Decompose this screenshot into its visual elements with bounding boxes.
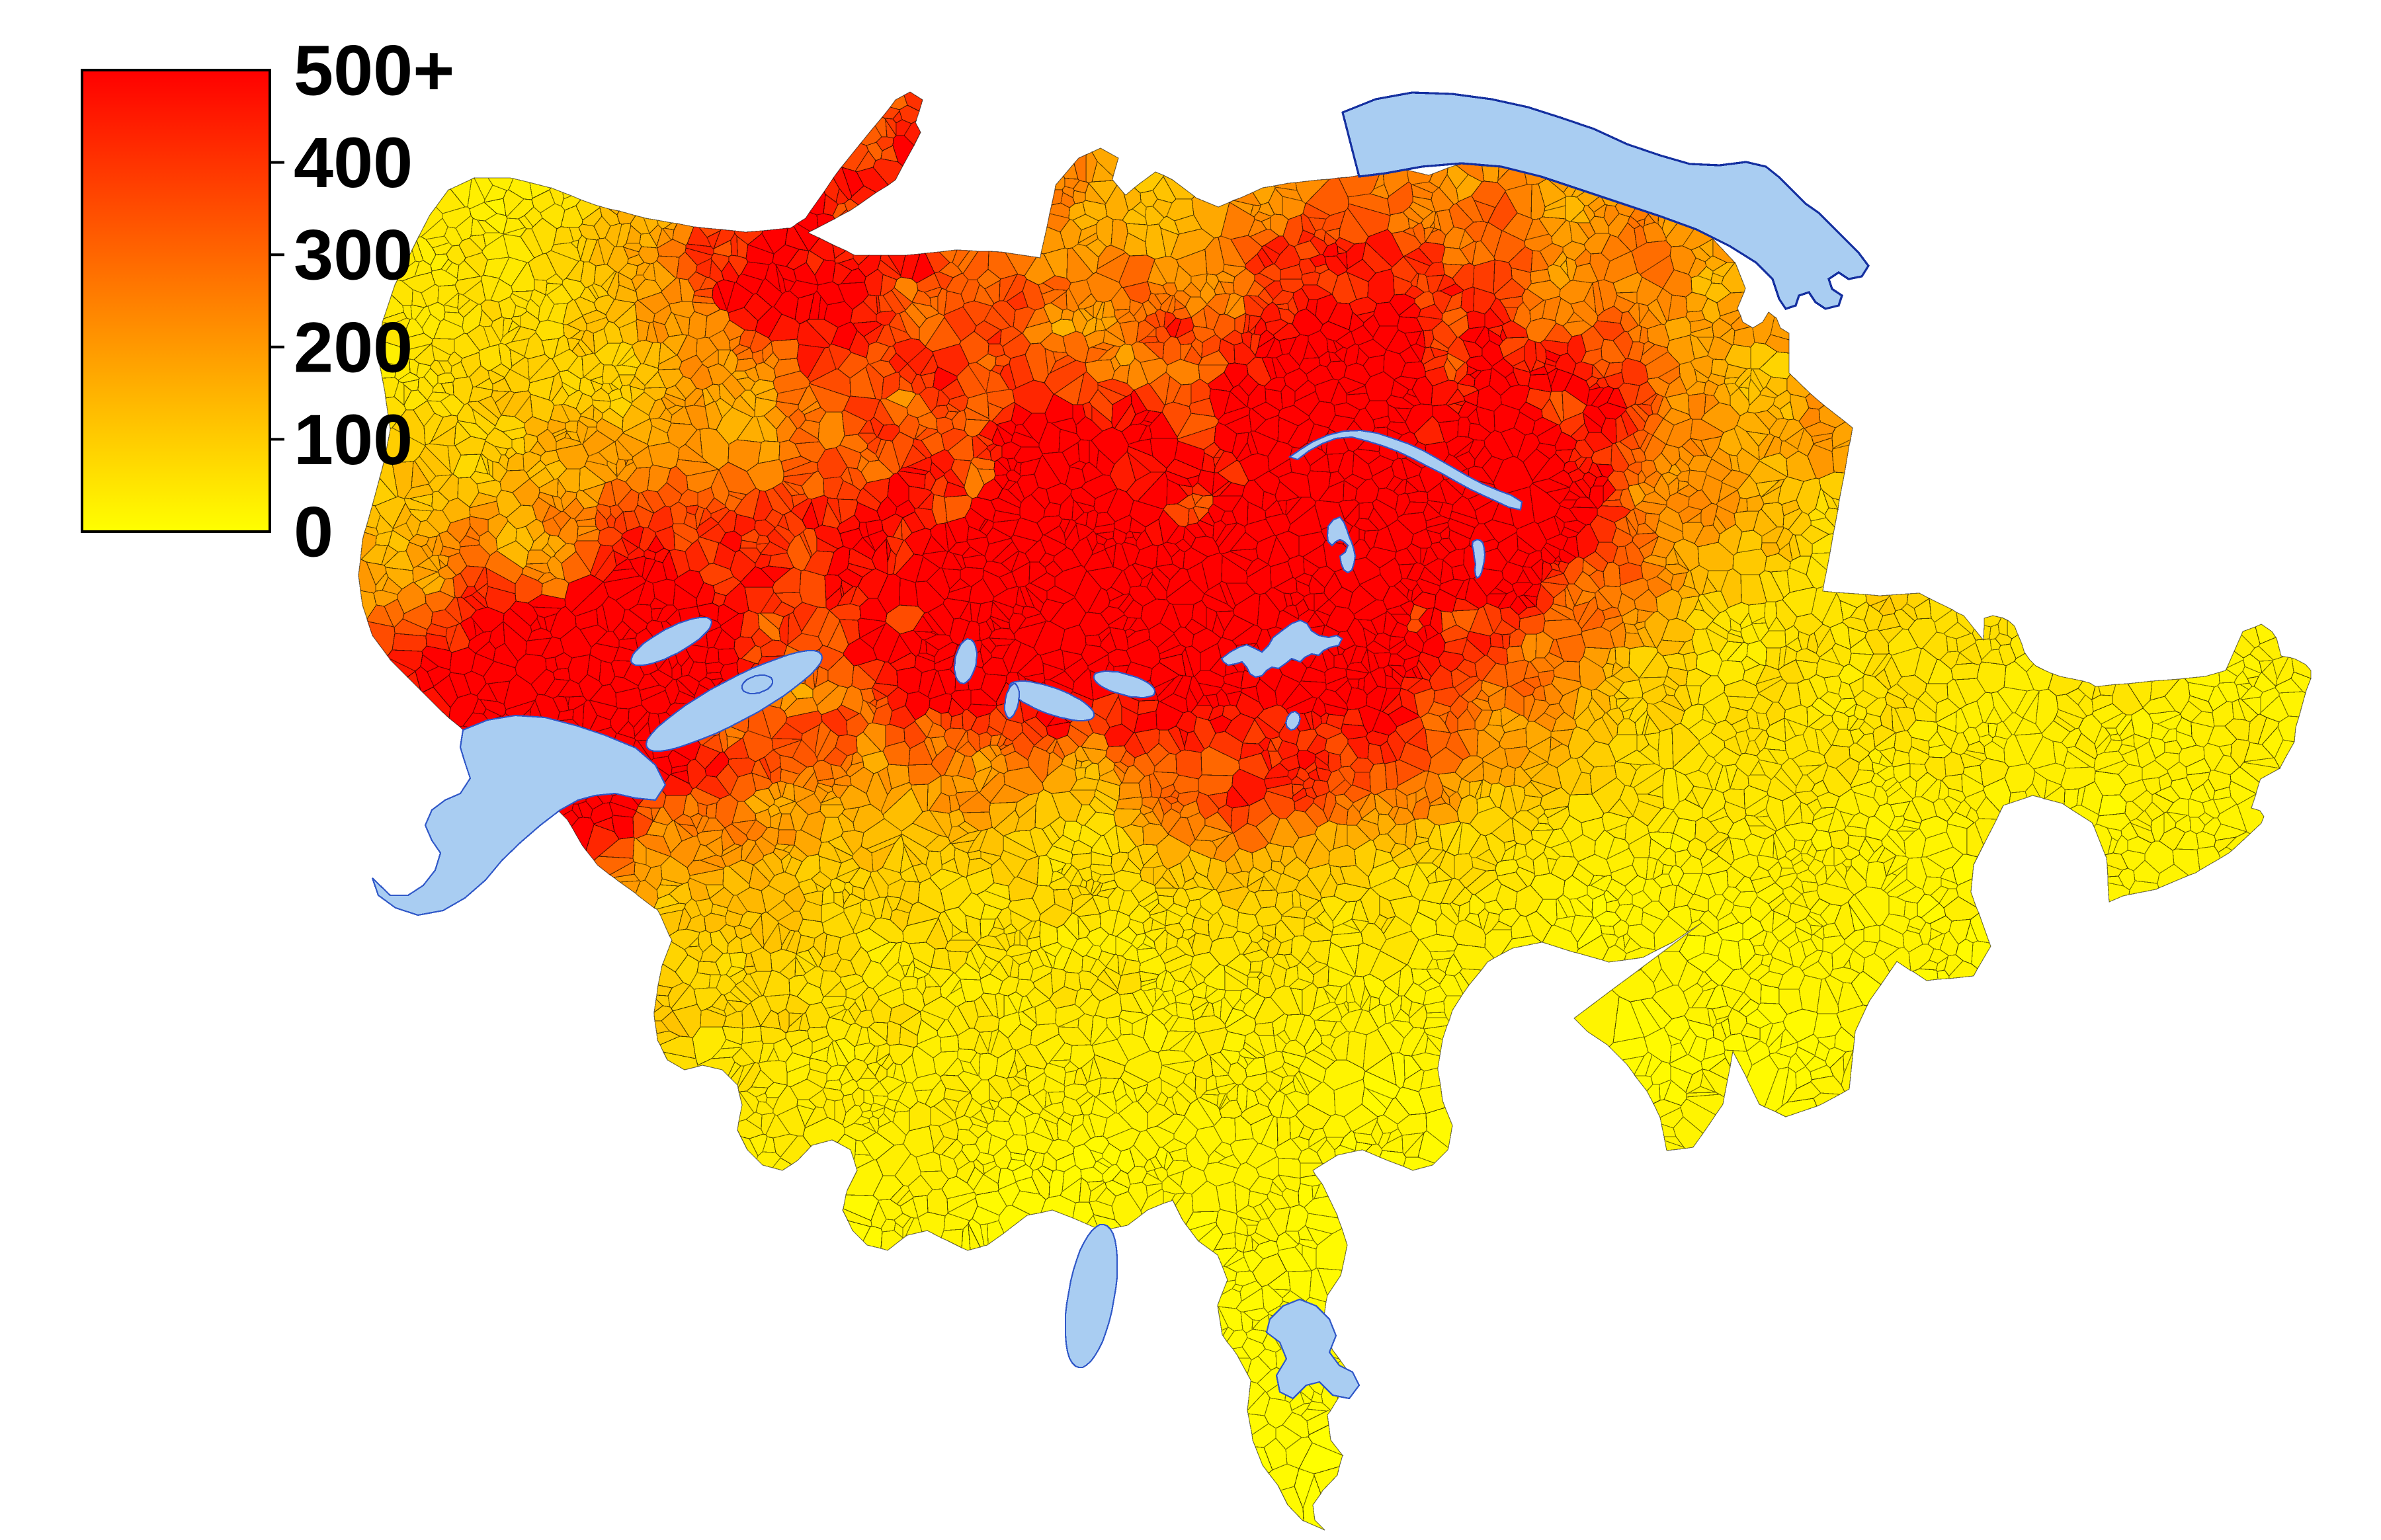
svg-text:500+: 500+ <box>294 30 454 110</box>
svg-text:0: 0 <box>294 492 333 572</box>
svg-text:100: 100 <box>294 399 413 479</box>
svg-text:300: 300 <box>294 215 413 295</box>
svg-text:400: 400 <box>294 122 413 202</box>
svg-text:200: 200 <box>294 307 413 387</box>
